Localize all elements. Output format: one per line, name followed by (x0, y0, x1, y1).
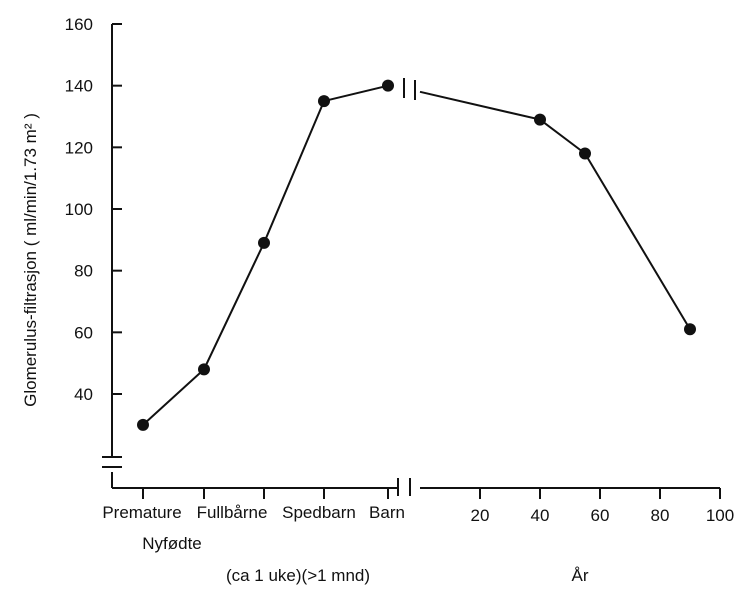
series-line-stages (142, 84, 389, 426)
category-group-label: Nyfødte (142, 534, 202, 553)
age-axis-label: År (572, 566, 589, 585)
category-label-spedbarn: Spedbarn (282, 503, 356, 522)
age-tick-label-80: 80 (651, 506, 670, 525)
y-axis-label: Glomerulus-filtrasjon ( ml/min/1.73 m² ) (21, 113, 40, 407)
x-ticks: 20 40 60 80 100 (142, 488, 734, 525)
age-tick-label-20: 20 (471, 506, 490, 525)
data-point-stage-0 (137, 418, 149, 431)
age-tick-label-40: 40 (531, 506, 550, 525)
y-tick-label-100: 100 (65, 200, 93, 219)
y-tick-label-80: 80 (74, 262, 93, 281)
age-tick-label-60: 60 (591, 506, 610, 525)
data-point-age-55 (579, 147, 591, 160)
y-tick-label-160: 160 (65, 15, 93, 34)
category-label-barn: Barn (369, 503, 405, 522)
data-point-stage-3 (318, 95, 330, 108)
category-note: (ca 1 uke)(>1 mnd) (226, 566, 370, 585)
y-tick-label-60: 60 (74, 323, 93, 342)
category-label-premature: Premature (102, 503, 181, 522)
data-point-stage-4 (382, 79, 394, 92)
y-tick-label-140: 140 (65, 77, 93, 96)
category-label-fullbarne: Fullbårne (197, 503, 268, 522)
series-line-age (419, 90, 691, 330)
y-ticks: 40 60 80 100 120 140 160 (65, 15, 122, 404)
age-tick-label-100: 100 (706, 506, 734, 525)
y-tick-label-40: 40 (74, 385, 93, 404)
data-point-stage-1 (198, 363, 210, 376)
series (137, 79, 696, 431)
data-point-age-40 (534, 113, 546, 126)
y-tick-label-120: 120 (65, 138, 93, 157)
axes (102, 24, 720, 496)
data-point-age-90 (684, 323, 696, 336)
data-point-stage-2 (258, 236, 270, 249)
